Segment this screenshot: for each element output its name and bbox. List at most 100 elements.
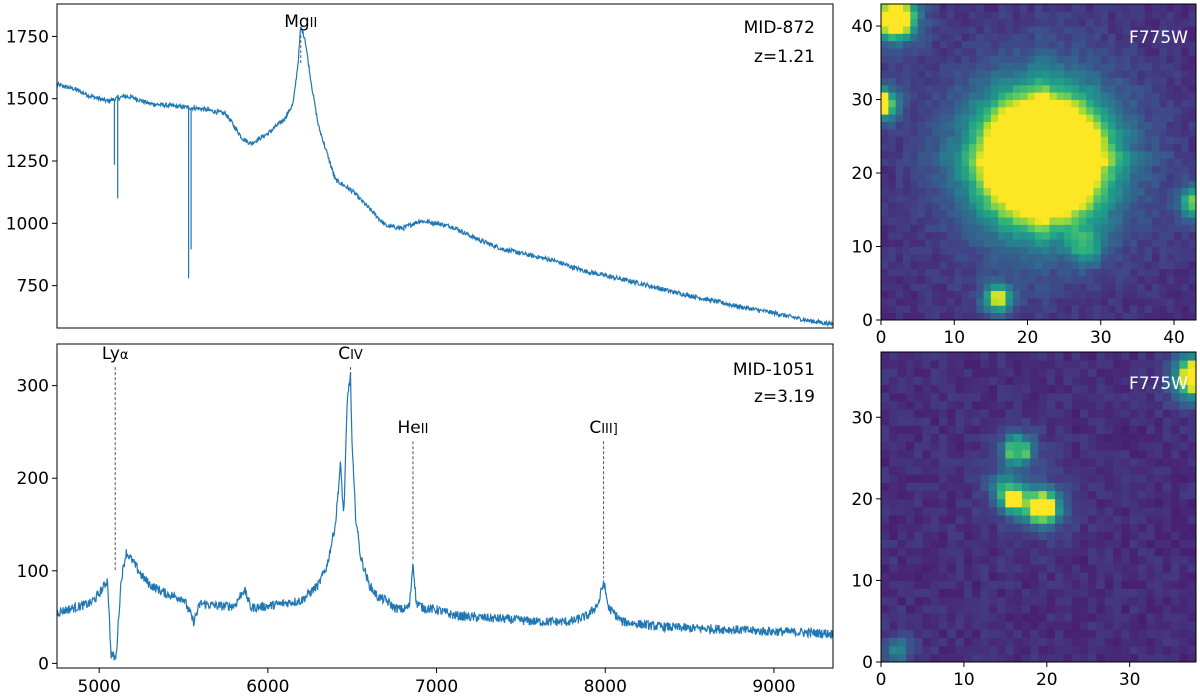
pixel bbox=[889, 645, 898, 655]
pixel bbox=[1130, 231, 1138, 240]
pixel bbox=[897, 613, 907, 622]
pixel bbox=[1174, 62, 1182, 71]
pixel bbox=[1121, 653, 1131, 663]
pixel bbox=[1086, 26, 1094, 34]
pixel bbox=[1171, 588, 1180, 598]
pixel bbox=[902, 268, 911, 277]
pixel bbox=[1086, 187, 1094, 196]
pixel bbox=[1012, 217, 1021, 225]
pixel bbox=[889, 637, 898, 647]
pixel bbox=[1122, 77, 1131, 86]
pixel bbox=[888, 305, 897, 314]
pixel bbox=[917, 231, 926, 240]
pixel bbox=[889, 588, 898, 598]
pixel bbox=[1129, 392, 1139, 402]
pixel bbox=[895, 283, 904, 292]
pixel bbox=[1113, 392, 1122, 402]
pixel bbox=[1122, 11, 1131, 20]
pixel bbox=[1079, 588, 1089, 598]
pixel bbox=[955, 433, 965, 443]
pixel bbox=[905, 433, 915, 443]
pixel bbox=[1030, 621, 1039, 630]
pixel bbox=[1104, 588, 1114, 598]
pixel bbox=[1086, 268, 1094, 277]
pixel bbox=[1144, 143, 1153, 152]
pixel bbox=[1129, 564, 1139, 573]
pixel bbox=[895, 48, 904, 56]
pixel bbox=[954, 253, 962, 262]
pixel bbox=[1034, 312, 1043, 321]
pixel bbox=[1104, 433, 1114, 443]
pixel bbox=[1020, 48, 1028, 56]
pixel bbox=[1130, 4, 1138, 12]
pixel bbox=[997, 515, 1006, 524]
pixel bbox=[947, 433, 957, 443]
pixel bbox=[998, 297, 1006, 306]
pixel bbox=[1129, 425, 1139, 434]
pixel bbox=[1093, 297, 1102, 306]
pixel bbox=[1021, 539, 1031, 549]
pixel bbox=[897, 425, 907, 434]
pixel bbox=[1144, 99, 1153, 108]
pixel bbox=[1137, 202, 1146, 211]
pixel bbox=[1027, 106, 1036, 115]
pixel bbox=[939, 77, 948, 86]
pixel bbox=[1171, 474, 1180, 483]
pixel bbox=[1130, 224, 1138, 233]
pixel bbox=[1030, 490, 1039, 500]
pixel bbox=[1130, 18, 1138, 27]
pixel bbox=[1093, 18, 1102, 27]
pixel bbox=[1187, 490, 1197, 500]
pixel bbox=[997, 458, 1006, 467]
pixel bbox=[914, 629, 923, 638]
pixel bbox=[1034, 106, 1043, 115]
pixel bbox=[1063, 400, 1073, 410]
pixel bbox=[889, 515, 898, 524]
pixel bbox=[998, 180, 1006, 189]
pixel bbox=[961, 290, 970, 299]
pixel bbox=[1159, 143, 1168, 152]
pixel bbox=[1144, 11, 1153, 20]
pixel bbox=[1020, 297, 1028, 306]
pixel bbox=[1046, 441, 1056, 451]
pixel bbox=[914, 572, 923, 581]
pixel bbox=[1005, 596, 1015, 606]
pixel bbox=[946, 187, 955, 196]
pixel bbox=[1152, 40, 1160, 49]
pixel bbox=[1174, 121, 1182, 130]
pixel bbox=[1038, 580, 1048, 589]
pixel bbox=[1100, 143, 1109, 152]
pixel bbox=[1159, 84, 1168, 93]
pixel bbox=[998, 70, 1006, 78]
pixel bbox=[1137, 239, 1146, 247]
pixel bbox=[998, 158, 1006, 167]
pixel bbox=[1187, 474, 1197, 483]
pixel bbox=[1137, 268, 1146, 277]
pixel bbox=[947, 564, 957, 573]
pixel bbox=[1020, 187, 1028, 196]
pixel bbox=[1005, 400, 1015, 410]
pixel bbox=[1038, 392, 1048, 402]
pixel bbox=[1121, 555, 1131, 565]
pixel bbox=[955, 441, 965, 451]
pixel bbox=[1154, 629, 1164, 638]
pixel bbox=[968, 253, 977, 262]
pixel bbox=[1079, 629, 1089, 638]
pixel bbox=[1174, 128, 1182, 137]
pixel bbox=[1130, 62, 1138, 71]
pixel bbox=[1046, 523, 1056, 532]
pixel bbox=[954, 268, 962, 277]
pixel bbox=[1129, 498, 1139, 508]
pixel bbox=[1137, 384, 1147, 394]
pixel bbox=[972, 392, 981, 402]
pixel bbox=[1056, 261, 1065, 269]
pixel bbox=[1027, 150, 1036, 159]
pixel bbox=[1130, 92, 1138, 100]
pixel bbox=[997, 580, 1006, 589]
pixel bbox=[980, 588, 990, 598]
pixel bbox=[955, 564, 965, 573]
y-tick-label: 1000 bbox=[6, 214, 49, 234]
pixel bbox=[1181, 305, 1190, 314]
pixel bbox=[1130, 40, 1138, 49]
pixel bbox=[1113, 384, 1122, 394]
